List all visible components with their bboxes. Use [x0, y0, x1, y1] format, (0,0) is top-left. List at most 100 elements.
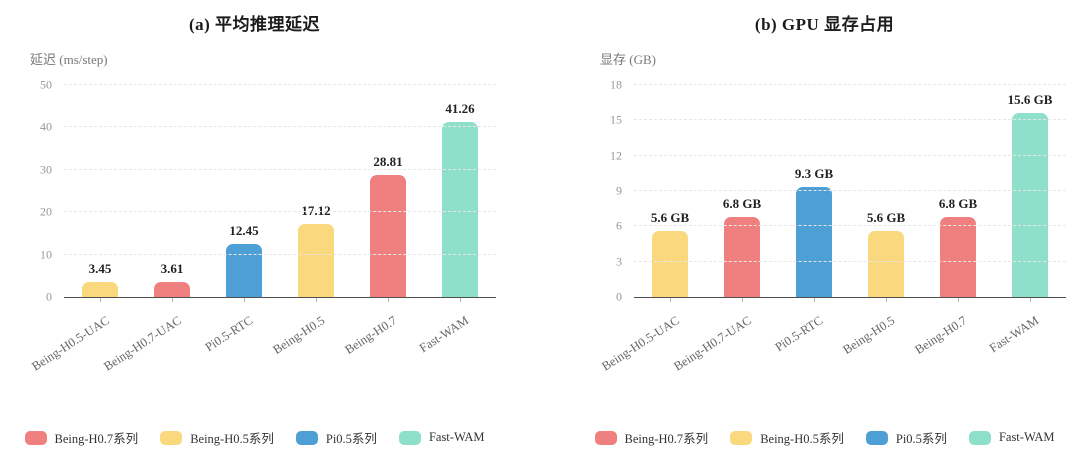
y-axis-unit-label: 延迟 (ms/step): [30, 52, 108, 67]
x-tick-mark: [670, 298, 671, 302]
x-axis-category-label: Being-H0.5-UAC: [29, 313, 112, 374]
bar-slots: 3.45 3.61 12.45 17.12 28.81 41.26: [64, 85, 496, 297]
bar-slot: 17.12: [280, 85, 352, 297]
legend-item: Pi0.5系列: [865, 428, 947, 447]
legend-label: Being-H0.7系列: [54, 432, 139, 446]
x-slot: Being-H0.5: [271, 298, 352, 370]
bar: 15.6 GB: [1008, 92, 1052, 297]
x-slot: Fast-WAM: [417, 298, 496, 370]
x-tick-mark: [388, 298, 389, 302]
y-tick-label: 12: [610, 148, 622, 163]
legend-swatch: [160, 430, 183, 445]
x-slot: Being-H0.7: [343, 298, 424, 370]
bar: 17.12: [298, 203, 334, 297]
plot-wrap: 5.6 GB 6.8 GB 9.3 GB 5.6 GB 6.8 GB 15.6 GB Be…: [599, 84, 1066, 374]
legend-label: Being-H0.7系列: [624, 432, 709, 446]
y-tick-label: 9: [616, 183, 622, 198]
bar: 6.8 GB: [939, 196, 977, 297]
chart-title: (a) 平均推理延迟: [188, 15, 321, 34]
legend-item: Fast-WAM: [398, 430, 485, 445]
legend-item: Being-H0.7系列: [24, 428, 139, 447]
y-tick-label: 10: [40, 247, 52, 262]
legend-swatch: [865, 430, 888, 445]
bar: 3.45: [82, 261, 118, 297]
bar: 3.61: [154, 261, 190, 297]
x-axis-category-label: Pi0.5-RTC: [772, 313, 826, 355]
legend-item: Fast-WAM: [968, 430, 1055, 445]
gridline: [64, 84, 496, 85]
gridline: [634, 225, 1066, 227]
bar-slot: 12.45: [208, 85, 280, 297]
x-tick-mark: [742, 298, 743, 302]
y-axis-ticks: 0 10 20 30 40 50: [2, 78, 62, 304]
bar-value-label: 41.26: [445, 101, 475, 116]
chart-panel-inner: (a) 平均推理延迟 延迟 (ms/step) 0 10 20 30 40 50 3.45…: [2, 0, 507, 466]
legend-swatch: [24, 430, 47, 445]
bar-value-label: 12.45: [229, 223, 259, 238]
y-tick-label: 0: [46, 289, 52, 304]
legend-item: Pi0.5系列: [295, 428, 377, 447]
gridline: [634, 154, 1066, 156]
legend-swatch: [968, 430, 991, 445]
y-tick-label: 40: [40, 119, 52, 134]
bar: 41.26: [442, 101, 478, 297]
chart-panel-inner: (b) GPU 显存占用 显存 (GB) 0 3 6 9 12 15 18 5.6 GB 6.…: [572, 0, 1077, 466]
plot-area: 3.45 3.61 12.45 17.12 28.81 41.26: [64, 84, 496, 298]
y-axis-ticks: 0 3 6 9 12 15 18: [572, 78, 632, 304]
bar: 12.45: [226, 223, 262, 297]
legend-label: Being-H0.5系列: [190, 432, 274, 446]
bar-value-label: 28.81: [373, 154, 403, 169]
legend-label: Pi0.5系列: [895, 432, 947, 446]
bar: 5.6 GB: [651, 210, 689, 297]
legend: Being-H0.7系列 Being-H0.5系列 Pi0.5系列 Fast-WAM: [2, 428, 507, 447]
gridline: [634, 84, 1066, 85]
bar-value-label: 5.6 GB: [866, 210, 906, 225]
gridline: [64, 211, 496, 213]
bar-slot: 6.8 GB: [706, 85, 778, 297]
bar: 9.3 GB: [795, 166, 833, 297]
legend-item: Being-H0.5系列: [730, 428, 844, 447]
bar-value-label: 15.6 GB: [1007, 92, 1053, 107]
plot-wrap: 3.45 3.61 12.45 17.12 28.81 41.26 Being-H0.5-…: [29, 84, 496, 374]
gridline: [634, 190, 1066, 191]
bar-value-label: 3.61: [160, 261, 184, 276]
legend-swatch: [295, 430, 318, 445]
y-tick-label: 50: [40, 77, 52, 92]
y-tick-label: 30: [40, 162, 52, 177]
bar-slot: 6.8 GB: [922, 85, 994, 297]
x-tick-mark: [316, 298, 317, 302]
x-slot: Fast-WAM: [987, 298, 1066, 370]
y-tick-label: 3: [616, 254, 622, 269]
x-slot: Being-H0.5-UAC: [29, 298, 136, 374]
bar-slots: 5.6 GB 6.8 GB 9.3 GB 5.6 GB 6.8 GB 15.6 GB: [634, 85, 1066, 297]
y-tick-label: 20: [40, 204, 52, 219]
bar: 5.6 GB: [867, 210, 905, 297]
x-tick-mark: [460, 298, 461, 302]
chart-title: (b) GPU 显存占用: [754, 15, 895, 34]
bar: 6.8 GB: [723, 196, 761, 297]
bar-slot: 3.61: [136, 85, 208, 297]
bar-slot: 5.6 GB: [850, 85, 922, 297]
legend-item: Being-H0.7系列: [594, 428, 709, 447]
legend-label: Fast-WAM: [998, 430, 1055, 444]
x-axis-category-label: Being-H0.5-UAC: [599, 313, 682, 374]
x-tick-mark: [100, 298, 101, 302]
chart-panel-gpu-memory: (b) GPU 显存占用 显存 (GB) 0 3 6 9 12 15 18 5.6 GB 6.…: [540, 0, 1080, 466]
x-axis-category-label: Being-H0.5: [840, 313, 898, 357]
bar-value-label: 6.8 GB: [938, 196, 978, 211]
x-slot: Being-H0.5-UAC: [599, 298, 706, 374]
x-axis-category-label: Pi0.5-RTC: [202, 313, 256, 355]
gridline: [64, 253, 496, 255]
bar-slot: 3.45: [64, 85, 136, 297]
bar-value-label: 3.45: [88, 261, 112, 276]
x-tick-mark: [958, 298, 959, 302]
x-slot: Being-H0.7-UAC: [101, 298, 208, 374]
x-slot: Being-H0.5: [841, 298, 922, 370]
x-tick-mark: [1030, 298, 1031, 302]
bar-value-label: 6.8 GB: [722, 196, 762, 211]
x-slot: Being-H0.7-UAC: [671, 298, 778, 374]
x-tick-mark: [814, 298, 815, 302]
x-axis-labels: Being-H0.5-UAC Being-H0.7-UAC Pi0.5-RTC Bei…: [29, 298, 496, 374]
legend-swatch: [398, 430, 421, 445]
